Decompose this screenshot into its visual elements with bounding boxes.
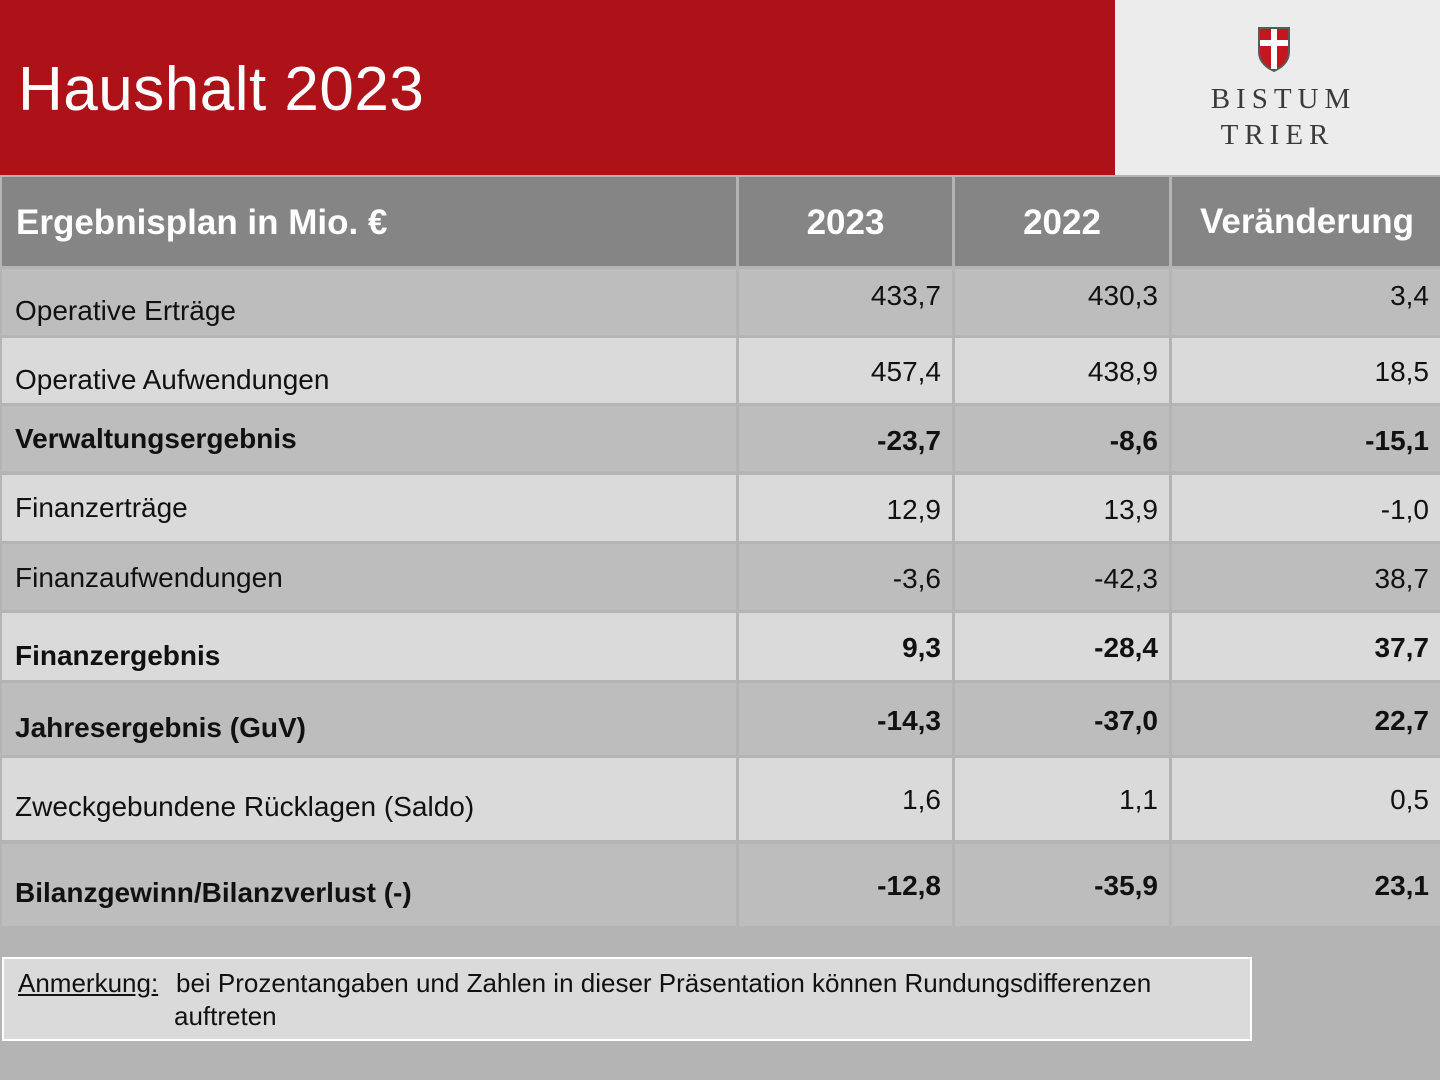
value-2022-cell: 430,3	[955, 269, 1169, 335]
footnote-text-line2: auftreten	[174, 1001, 277, 1031]
row-label-cell: Zweckgebundene Rücklagen (Saldo)	[2, 758, 736, 840]
value-change-cell: -1,0	[1172, 475, 1440, 541]
value-2022-cell: -28,4	[955, 613, 1169, 680]
value-2022-cell: -42,3	[955, 544, 1169, 610]
value-2023-cell: -3,6	[739, 544, 952, 610]
row-label: Bilanzgewinn/Bilanzverlust (-)	[15, 877, 412, 908]
value-change: 23,1	[1374, 870, 1430, 901]
table-row: Finanzaufwendungen -3,6 -42,3 38,7	[0, 544, 1440, 610]
footnote-prefix: Anmerkung:	[18, 968, 159, 998]
table-row: Finanzergebnis 9,3 -28,4 37,7	[0, 613, 1440, 680]
value-2022-cell: -37,0	[955, 683, 1169, 755]
row-label-cell: Finanzaufwendungen	[2, 544, 736, 610]
value-2022-cell: 438,9	[955, 338, 1169, 403]
value-2023-cell: -12,8	[739, 844, 952, 926]
value-2022-cell: 13,9	[955, 475, 1169, 541]
row-label-cell: Operative Erträge	[2, 269, 736, 335]
row-label-cell: Jahresergebnis (GuV)	[2, 683, 736, 755]
value-2022-cell: -8,6	[955, 406, 1169, 471]
value-2022-cell: 1,1	[955, 758, 1169, 840]
value-2023-cell: 12,9	[739, 475, 952, 541]
value-change: 18,5	[1374, 356, 1430, 387]
value-change: 38,7	[1374, 563, 1430, 594]
header-cell-2023: 2023	[739, 177, 952, 266]
row-label: Finanzergebnis	[15, 640, 221, 671]
value-change: -15,1	[1365, 425, 1429, 456]
value-2023-cell: 433,7	[739, 269, 952, 335]
value-2022: 1,1	[1119, 784, 1158, 815]
value-change: 0,5	[1390, 784, 1429, 815]
value-2022: -8,6	[1109, 425, 1158, 456]
value-change-cell: 23,1	[1172, 844, 1440, 926]
value-change: 22,7	[1374, 705, 1430, 736]
table-row: Operative Erträge 433,7 430,3 3,4	[0, 269, 1440, 335]
value-change-cell: 3,4	[1172, 269, 1440, 335]
value-2022: 438,9	[1087, 356, 1158, 387]
title-banner: Haushalt 2023	[0, 0, 1115, 175]
value-2023-cell: 1,6	[739, 758, 952, 840]
value-change: 37,7	[1374, 632, 1430, 663]
value-2022-cell: -35,9	[955, 844, 1169, 926]
logo: BISTUM TRIER	[1115, 0, 1440, 175]
footnote-text-line1: bei Prozentangaben und Zahlen in dieser …	[176, 968, 1152, 998]
table-row: Verwaltungsergebnis -23,7 -8,6 -15,1	[0, 406, 1440, 471]
value-2023: 457,4	[870, 356, 941, 387]
row-label-cell: Verwaltungsergebnis	[2, 406, 736, 471]
value-2023: 12,9	[886, 494, 942, 525]
value-change-cell: 37,7	[1172, 613, 1440, 680]
value-2022: 13,9	[1103, 494, 1159, 525]
footnote-box: Anmerkung: bei Prozentangaben und Zahlen…	[2, 957, 1252, 1041]
value-change-cell: 0,5	[1172, 758, 1440, 840]
value-2023-cell: -23,7	[739, 406, 952, 471]
value-change-cell: -15,1	[1172, 406, 1440, 471]
value-2022: -28,4	[1094, 632, 1158, 663]
header-cell-change: Veränderung	[1172, 177, 1440, 266]
value-change-cell: 22,7	[1172, 683, 1440, 755]
row-label: Finanzaufwendungen	[15, 562, 283, 593]
table-header-row: Ergebnisplan in Mio. € 2023 2022 Verände…	[0, 177, 1440, 266]
value-change-cell: 38,7	[1172, 544, 1440, 610]
shield-cross-icon	[1258, 27, 1290, 72]
header-cell-2022: 2022	[955, 177, 1169, 266]
value-2022: 430,3	[1087, 280, 1158, 311]
value-2023-cell: 457,4	[739, 338, 952, 403]
value-2023: -23,7	[877, 425, 941, 456]
value-2023: -3,6	[892, 563, 941, 594]
table-row: Jahresergebnis (GuV) -14,3 -37,0 22,7	[0, 683, 1440, 755]
table-row: Operative Aufwendungen 457,4 438,9 18,5	[0, 338, 1440, 403]
value-2023: -12,8	[877, 870, 941, 901]
value-2022: -37,0	[1094, 705, 1158, 736]
row-label: Operative Erträge	[15, 295, 236, 326]
value-2023: 433,7	[870, 280, 941, 311]
row-label: Verwaltungsergebnis	[15, 423, 297, 454]
row-label-cell: Bilanzgewinn/Bilanzverlust (-)	[2, 844, 736, 926]
value-change: 3,4	[1390, 280, 1429, 311]
value-2023: -14,3	[877, 705, 941, 736]
table-row: Finanzerträge 12,9 13,9 -1,0	[0, 475, 1440, 541]
value-2023-cell: -14,3	[739, 683, 952, 755]
value-2022: -35,9	[1094, 870, 1158, 901]
row-label-cell: Operative Aufwendungen	[2, 338, 736, 403]
header-cell-label: Ergebnisplan in Mio. €	[2, 177, 736, 266]
value-2022: -42,3	[1094, 563, 1158, 594]
row-label: Finanzerträge	[15, 492, 188, 523]
page-title: Haushalt 2023	[18, 55, 425, 124]
value-change: -1,0	[1380, 494, 1429, 525]
logo-text-bistum: BISTUM	[1210, 83, 1357, 115]
row-label: Operative Aufwendungen	[15, 364, 330, 395]
row-label: Jahresergebnis (GuV)	[15, 712, 306, 743]
logo-text-trier: TRIER	[1220, 119, 1335, 151]
value-2023-cell: 9,3	[739, 613, 952, 680]
table-row: Bilanzgewinn/Bilanzverlust (-) -12,8 -35…	[0, 844, 1440, 926]
row-label-cell: Finanzerträge	[2, 475, 736, 541]
value-change-cell: 18,5	[1172, 338, 1440, 403]
value-2023: 9,3	[902, 632, 941, 663]
table-row: Zweckgebundene Rücklagen (Saldo) 1,6 1,1…	[0, 758, 1440, 840]
row-label-cell: Finanzergebnis	[2, 613, 736, 680]
value-2023: 1,6	[902, 784, 941, 815]
row-label: Zweckgebundene Rücklagen (Saldo)	[15, 791, 475, 822]
